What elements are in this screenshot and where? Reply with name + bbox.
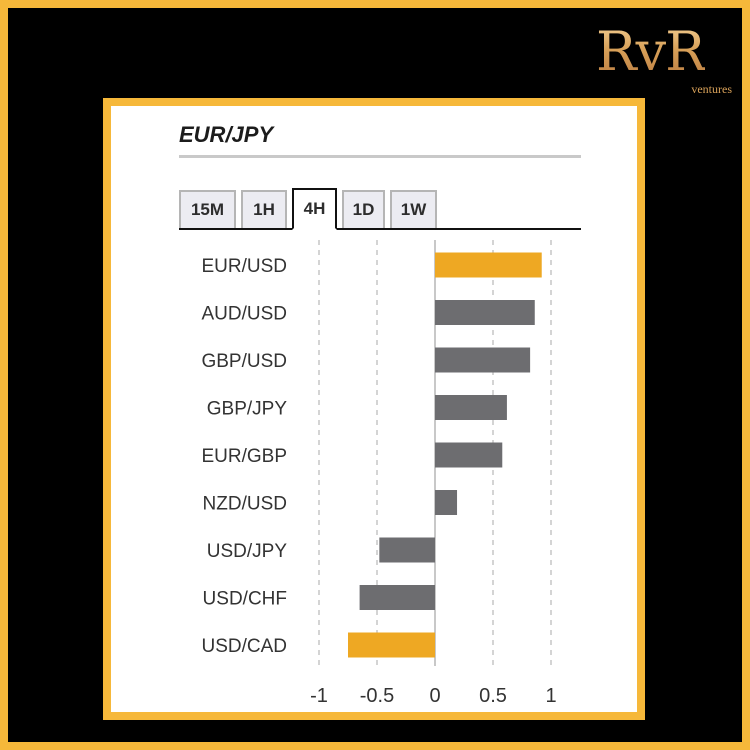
category-label: USD/JPY: [207, 541, 288, 562]
tab-1d[interactable]: 1D: [342, 190, 385, 228]
bar-eur-usd: [435, 252, 542, 278]
category-label: EUR/GBP: [201, 446, 287, 467]
category-label: NZD/USD: [203, 494, 287, 515]
bar-gbp-usd: [435, 347, 531, 373]
bar-usd-chf: [359, 585, 435, 610]
x-tick-label: -1: [310, 685, 328, 707]
bar-usd-cad: [348, 632, 435, 658]
x-tick-label: 0: [429, 685, 440, 707]
tab-1h[interactable]: 1H: [241, 190, 287, 228]
title-divider: [179, 155, 581, 158]
bar-gbp-jpy: [435, 395, 507, 420]
category-label: EUR/USD: [201, 256, 287, 277]
x-tick-label: 1: [545, 685, 556, 707]
logo-subtitle: ventures: [691, 82, 732, 96]
category-label: GBP/JPY: [207, 399, 288, 420]
category-label: USD/CHF: [203, 589, 287, 610]
tab-4h[interactable]: 4H: [292, 188, 337, 230]
x-tick-label: -0.5: [360, 685, 394, 707]
category-label: GBP/USD: [201, 351, 287, 372]
logo-wordmark: RvR: [596, 20, 706, 83]
tab-15m[interactable]: 15M: [179, 190, 236, 228]
category-label: USD/CAD: [201, 636, 287, 657]
correlation-panel: EUR/JPY 15M 1H 4H 1D 1W EUR/USD AUD/USD GB…: [103, 98, 645, 720]
category-label: AUD/USD: [201, 304, 287, 325]
tab-1w[interactable]: 1W: [390, 190, 437, 228]
correlation-bar-chart: EUR/USD AUD/USD GBP/USD GBP/JPY EUR/GBP NZD/U…: [201, 240, 557, 707]
bar-eur-gbp: [435, 442, 503, 468]
bar-aud-usd: [435, 300, 535, 325]
bars: [348, 252, 542, 658]
bar-usd-jpy: [379, 537, 435, 563]
brand-logo: RvR ventures: [596, 20, 736, 102]
x-axis-tick-labels: -1 -0.5 0 0.5 1: [310, 685, 556, 707]
x-tick-label: 0.5: [479, 685, 507, 707]
bar-nzd-usd: [435, 490, 458, 515]
timeframe-tabs: 15M 1H 4H 1D 1W: [179, 188, 581, 230]
panel-title: EUR/JPY: [179, 122, 274, 147]
category-labels: EUR/USD AUD/USD GBP/USD GBP/JPY EUR/GBP NZD/U…: [201, 256, 287, 657]
tabs-baseline: [179, 228, 581, 230]
